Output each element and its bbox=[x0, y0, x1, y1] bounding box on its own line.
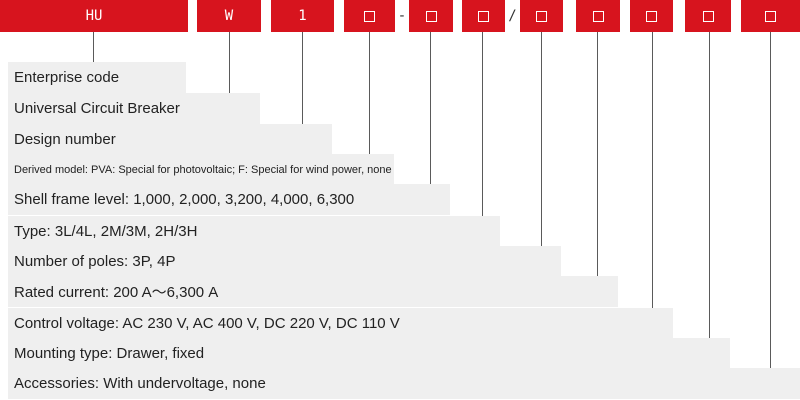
placeholder-square-icon bbox=[425, 10, 437, 22]
code-segment-label: 1 bbox=[298, 8, 307, 24]
placeholder-square-icon bbox=[478, 10, 489, 22]
row-label: Mounting type: Drawer, fixed bbox=[14, 345, 205, 362]
code-segment-poles bbox=[520, 0, 563, 32]
row-label: Number of poles: 3P, 4P bbox=[14, 253, 176, 270]
leader-line-derived bbox=[369, 32, 370, 154]
row-type: Type: 3L/4L, 2M/3M, 2H/3H bbox=[8, 216, 500, 247]
row-label: Rated current: 200 A〜6,300 A bbox=[14, 284, 219, 301]
row-label: Derived model: PVA: Special for photovol… bbox=[14, 163, 392, 176]
placeholder-square-icon bbox=[702, 10, 714, 22]
code-segment-label: HU bbox=[85, 8, 103, 24]
leader-line-accessories bbox=[770, 32, 771, 368]
code-segment-derived bbox=[344, 0, 395, 32]
code-segment-type: W bbox=[197, 0, 261, 32]
row-design-number: Design number bbox=[8, 124, 332, 155]
leader-line-poles bbox=[541, 32, 542, 246]
row-accessories: Accessories: With undervoltage, none bbox=[8, 368, 800, 399]
row-label: Accessories: With undervoltage, none bbox=[14, 375, 266, 392]
row-label: Type: 3L/4L, 2M/3M, 2H/3H bbox=[14, 223, 198, 240]
row-label: Enterprise code bbox=[14, 69, 120, 86]
row-enterprise-code: Enterprise code bbox=[8, 62, 186, 93]
placeholder-square-icon bbox=[364, 10, 375, 22]
leader-line-type-code bbox=[482, 32, 483, 216]
row-number-of-poles: Number of poles: 3P, 4P bbox=[8, 246, 561, 277]
separator-label: / bbox=[508, 8, 517, 24]
separator-dash: - bbox=[396, 0, 408, 32]
row-label: Control voltage: AC 230 V, AC 400 V, DC … bbox=[14, 315, 400, 332]
leader-line-current bbox=[597, 32, 598, 276]
placeholder-square-icon bbox=[646, 10, 657, 22]
row-product-name: Universal Circuit Breaker bbox=[8, 93, 260, 124]
leader-line-enterprise bbox=[93, 32, 94, 62]
leader-line-design bbox=[302, 32, 303, 124]
row-label: Universal Circuit Breaker bbox=[14, 100, 180, 117]
code-segment-design: 1 bbox=[271, 0, 334, 32]
code-segment-voltage bbox=[630, 0, 673, 32]
separator-label: - bbox=[397, 8, 407, 24]
leader-line-frame bbox=[430, 32, 431, 184]
row-rated-current: Rated current: 200 A〜6,300 A bbox=[8, 276, 618, 307]
code-segment-frame bbox=[409, 0, 453, 32]
row-mounting-type: Mounting type: Drawer, fixed bbox=[8, 338, 730, 369]
code-segment-enterprise: HU bbox=[0, 0, 188, 32]
placeholder-square-icon bbox=[765, 10, 776, 22]
code-segment-accessories bbox=[741, 0, 800, 32]
code-segment-mounting bbox=[685, 0, 731, 32]
leader-line-mounting bbox=[709, 32, 710, 338]
placeholder-square-icon bbox=[536, 10, 547, 22]
code-segment-label: W bbox=[224, 8, 234, 24]
separator-slash: / bbox=[506, 0, 519, 32]
leader-line-voltage bbox=[652, 32, 653, 308]
row-label: Shell frame level: 1,000, 2,000, 3,200, … bbox=[14, 191, 355, 208]
row-label: Design number bbox=[14, 131, 116, 148]
code-segment-current bbox=[576, 0, 620, 32]
row-control-voltage: Control voltage: AC 230 V, AC 400 V, DC … bbox=[8, 308, 673, 339]
code-segment-type-code bbox=[462, 0, 505, 32]
placeholder-square-icon bbox=[592, 10, 604, 22]
row-shell-frame-level: Shell frame level: 1,000, 2,000, 3,200, … bbox=[8, 184, 450, 215]
row-derived-model: Derived model: PVA: Special for photovol… bbox=[8, 154, 394, 185]
leader-line-type bbox=[229, 32, 230, 93]
